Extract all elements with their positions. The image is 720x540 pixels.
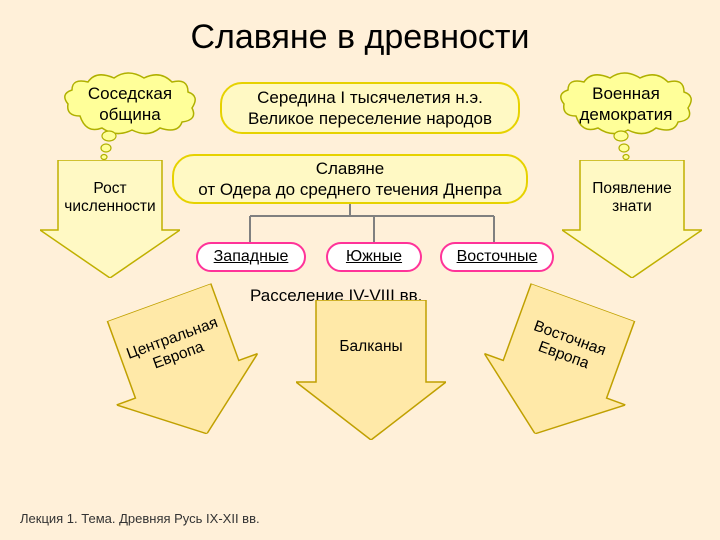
arrow-eastern-europe: Восточная Европа (465, 277, 654, 460)
cloud-left-line2: община (99, 105, 161, 124)
page-title: Славяне в древности (0, 18, 720, 57)
down-arrow-icon (562, 160, 702, 278)
branch-west: Западные (196, 242, 306, 272)
cloud-tail-icon (610, 130, 632, 160)
branch-west-label: Западные (214, 247, 289, 267)
branch-east: Восточные (440, 242, 554, 272)
arrow-growth: Рост численности (40, 160, 180, 278)
arrow-nobility-l1: Появление (592, 180, 672, 197)
box-slavs-line1: Славяне (316, 159, 385, 178)
arrow-nobility-l2: знати (612, 198, 652, 215)
arrow-balkans: Балканы (296, 300, 446, 440)
box-era-line2: Великое переселение народов (248, 109, 492, 128)
branch-east-label: Восточные (457, 247, 538, 267)
cloud-right-line2: демократия (580, 105, 673, 124)
arrow-nobility: Появление знати (562, 160, 702, 278)
arrow-growth-l1: Рост (93, 180, 126, 197)
cloud-right-line1: Военная (592, 84, 660, 103)
arrow-growth-l2: численности (64, 198, 155, 215)
cloud-democracy: Военная демократия (556, 72, 696, 136)
connector-lines-icon (172, 204, 554, 244)
down-arrow-icon (296, 300, 446, 440)
box-slavs-line2: от Одера до среднего течения Днепра (198, 180, 501, 199)
cloud-community: Соседская община (60, 72, 200, 136)
cloud-tail-icon (98, 130, 120, 160)
arrow-balkans-l1: Балканы (339, 338, 402, 355)
branch-south-label: Южные (346, 247, 402, 267)
branch-south: Южные (326, 242, 422, 272)
down-arrow-icon (40, 160, 180, 278)
box-slavs: Славяне от Одера до среднего течения Дне… (172, 154, 528, 204)
box-era: Середина I тысячелетия н.э. Великое пере… (220, 82, 520, 134)
footer-text: Лекция 1. Тема. Древняя Русь IX-XII вв. (20, 511, 260, 526)
box-era-line1: Середина I тысячелетия н.э. (257, 88, 483, 107)
cloud-left-line1: Соседская (88, 84, 172, 103)
